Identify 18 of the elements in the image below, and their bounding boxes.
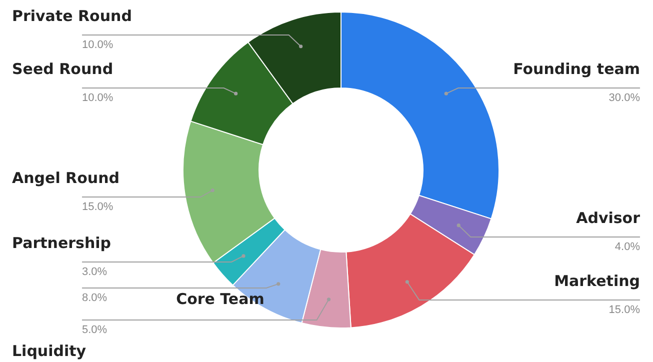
slice-label: Founding team xyxy=(513,60,640,78)
data-label: 30.0% xyxy=(608,92,640,104)
slice-label: Liquidity xyxy=(12,342,86,360)
data-label: 8.0% xyxy=(82,292,108,304)
data-label: 10.0% xyxy=(82,39,114,51)
data-label: 15.0% xyxy=(608,304,640,316)
slice-label: Angel Round xyxy=(12,169,120,187)
data-label: 4.0% xyxy=(614,241,640,253)
slice-label: Advisor xyxy=(576,209,641,227)
slice-label: Seed Round xyxy=(12,60,114,78)
data-label: 5.0% xyxy=(82,324,108,336)
slice-label: Private Round xyxy=(12,7,132,25)
data-label: 3.0% xyxy=(82,266,108,278)
slice-label: Marketing xyxy=(554,272,640,290)
slice-label: Partnership xyxy=(12,234,112,252)
slice-label: Core Team xyxy=(176,290,264,308)
data-label: 15.0% xyxy=(82,201,114,213)
data-label: 10.0% xyxy=(82,92,114,104)
